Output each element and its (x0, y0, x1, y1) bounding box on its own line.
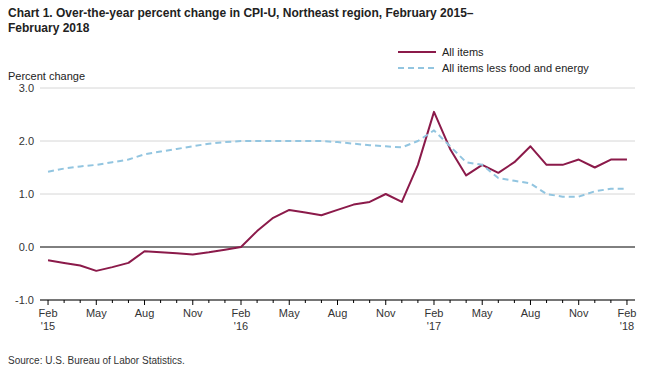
x-tick-label-line: '17 (427, 320, 441, 332)
x-minor-tick (176, 300, 177, 303)
x-tick-label: Aug (135, 307, 155, 319)
x-minor-tick (321, 300, 322, 303)
x-minor-tick (305, 300, 306, 303)
x-tick-label: Feb'18 (617, 307, 636, 332)
x-minor-tick (257, 300, 258, 303)
legend-label: All items less food and energy (442, 62, 589, 74)
x-tick-label: Aug (328, 307, 348, 319)
x-tick-label-line: Feb (425, 307, 444, 319)
x-minor-tick (514, 300, 515, 303)
x-tick-label-line: '16 (234, 320, 248, 332)
x-minor-tick (112, 300, 113, 303)
x-tick-label-line: '15 (41, 320, 55, 332)
grid-line (40, 194, 635, 195)
x-tick (337, 300, 338, 305)
x-tick-label-line: May (86, 307, 107, 319)
x-minor-tick (353, 300, 354, 303)
x-minor-tick (64, 300, 65, 303)
y-tick-label: 3.0 (19, 82, 34, 94)
x-minor-tick (80, 300, 81, 303)
title: Chart 1. Over-the-year percent change in… (8, 6, 474, 20)
source: Source: U.S. Bureau of Labor Statistics. (8, 355, 185, 366)
x-minor-tick (208, 300, 209, 303)
x-minor-tick (128, 300, 129, 303)
x-tick-label-line: Aug (328, 307, 348, 319)
x-minor-tick (417, 300, 418, 303)
grid (40, 88, 635, 300)
x-minor-tick (546, 300, 547, 303)
x-tick-label-line: Nov (376, 307, 396, 319)
legend-label: All items (442, 46, 484, 58)
y-tick-label: 2.0 (19, 135, 34, 147)
legend-swatch (398, 67, 436, 69)
x-tick-label-line: Aug (135, 307, 155, 319)
series-line (48, 112, 627, 271)
x-minor-tick (466, 300, 467, 303)
x-tick-label-line: Nov (183, 307, 203, 319)
x-tick-label-line: Feb (617, 307, 636, 319)
x-minor-tick (450, 300, 451, 303)
x-tick-label-line: May (279, 307, 300, 319)
x-tick-label: Feb'15 (39, 307, 58, 332)
x-minor-tick (594, 300, 595, 303)
x-tick (48, 300, 49, 305)
x-tick (144, 300, 145, 305)
x-tick-label: May (279, 307, 300, 319)
x-minor-tick (160, 300, 161, 303)
x-minor-tick (273, 300, 274, 303)
x-tick (241, 300, 242, 305)
x-minor-tick (369, 300, 370, 303)
x-minor-tick (401, 300, 402, 303)
x-tick-label: Aug (521, 307, 541, 319)
x-minor-tick (610, 300, 611, 303)
x-tick-label: May (86, 307, 107, 319)
legend-swatch (398, 51, 436, 53)
x-tick (482, 300, 483, 305)
y-axis-label: Percent change (8, 70, 85, 82)
x-tick (96, 300, 97, 305)
x-minor-tick (224, 300, 225, 303)
y-tick-label: -1.0 (15, 294, 34, 306)
x-tick (433, 300, 434, 305)
x-tick-label: Nov (376, 307, 396, 319)
y-tick-label: 0.0 (19, 241, 34, 253)
plot-area (48, 112, 627, 271)
x-tick (626, 300, 627, 305)
x-tick-label-line: '18 (620, 320, 634, 332)
grid-line (40, 88, 635, 89)
x-tick (289, 300, 290, 305)
series-line (48, 130, 627, 196)
zero-line (40, 247, 635, 248)
x-tick-label-line: Nov (569, 307, 589, 319)
x-tick-label: Feb'16 (232, 307, 251, 332)
x-tick (530, 300, 531, 305)
legend-item: All items (398, 46, 484, 58)
x-tick-label: May (472, 307, 493, 319)
legend-item: All items less food and energy (398, 62, 589, 74)
x-tick-label-line: Aug (521, 307, 541, 319)
x-tick-label-line: Feb (39, 307, 58, 319)
y-tick-label: 1.0 (19, 188, 34, 200)
x-tick-label: Nov (569, 307, 589, 319)
x-tick (385, 300, 386, 305)
x-tick-label-line: Feb (232, 307, 251, 319)
x-tick (192, 300, 193, 305)
title: February 2018 (8, 21, 90, 35)
x-tick-label: Feb'17 (425, 307, 444, 332)
x-tick-label: Nov (183, 307, 203, 319)
x-minor-tick (498, 300, 499, 303)
x-tick (578, 300, 579, 305)
x-tick-label-line: May (472, 307, 493, 319)
chart: Chart 1. Over-the-year percent change in… (0, 0, 650, 374)
x-minor-tick (562, 300, 563, 303)
